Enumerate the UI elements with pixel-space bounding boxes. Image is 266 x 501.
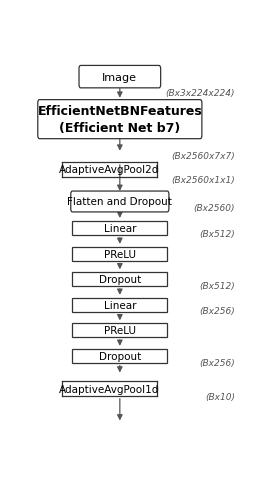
Text: Image: Image [102, 73, 137, 83]
Text: EfficientNetBNFeatures
(Efficient Net b7): EfficientNetBNFeatures (Efficient Net b7… [38, 105, 202, 135]
Text: PReLU: PReLU [104, 249, 136, 259]
Text: (Bx2560x1x1): (Bx2560x1x1) [172, 176, 235, 185]
Text: (Bx2560x7x7): (Bx2560x7x7) [172, 151, 235, 160]
Bar [72, 349, 167, 363]
Text: Dropout: Dropout [99, 351, 141, 361]
Text: (Bx256): (Bx256) [200, 358, 235, 367]
Text: (Bx10): (Bx10) [205, 392, 235, 401]
Text: (Bx2560): (Bx2560) [194, 203, 235, 212]
Text: Dropout: Dropout [99, 275, 141, 285]
Text: Flatten and Dropout: Flatten and Dropout [67, 197, 172, 207]
Text: PReLU: PReLU [104, 326, 136, 336]
Bar [72, 324, 167, 338]
Text: (Bx256): (Bx256) [200, 307, 235, 315]
FancyBboxPatch shape [79, 66, 161, 89]
Text: AdaptiveAvgPool2d: AdaptiveAvgPool2d [59, 165, 160, 175]
FancyBboxPatch shape [71, 192, 169, 212]
Text: (Bx512): (Bx512) [200, 230, 235, 239]
Bar [72, 222, 167, 235]
Bar [72, 273, 167, 287]
Bar [72, 298, 167, 312]
Text: (Bx512): (Bx512) [200, 281, 235, 290]
FancyBboxPatch shape [38, 100, 202, 139]
Text: Linear: Linear [103, 300, 136, 310]
Text: (Bx3x224x224): (Bx3x224x224) [166, 88, 235, 97]
Text: Linear: Linear [103, 224, 136, 233]
Text: AdaptiveAvgPool1d: AdaptiveAvgPool1d [59, 384, 160, 394]
Bar [72, 247, 167, 261]
